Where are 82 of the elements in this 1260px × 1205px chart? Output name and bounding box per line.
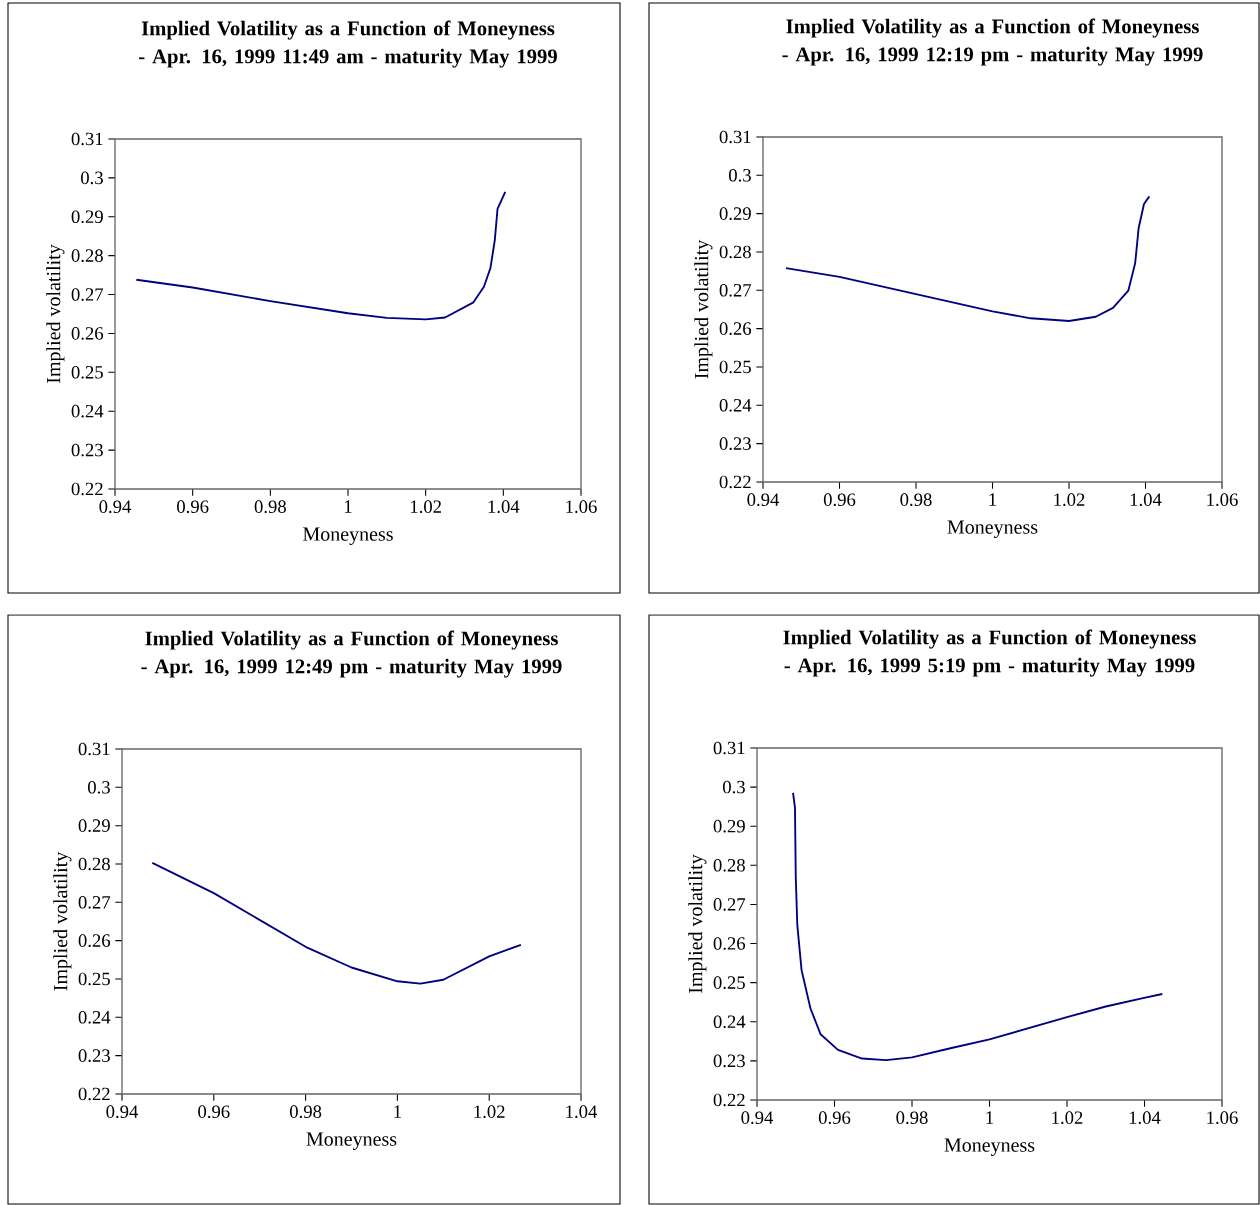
y-tick-label: 0.27 [78,895,111,909]
y-tick-label: 0.27 [71,288,104,301]
x-tick-label: 1.02 [474,1105,505,1119]
y-tick-label: 0.26 [719,322,752,335]
y-tick-label: 0.25 [71,365,103,379]
x-tick-label: 1.04 [566,1105,598,1119]
line-series [135,190,507,321]
x-tick-label: 1 [394,1105,401,1118]
x-tick-label: 0.94 [747,493,780,507]
y-tick-label: 0.24 [78,1010,111,1024]
y-tick-label: 0.22 [719,475,751,489]
x-axis-title: Moneyness [303,527,393,545]
x-axis-title: Moneyness [306,1132,397,1150]
y-tick-label: 0.26 [71,327,104,340]
y-tick-label: 0.24 [719,398,752,412]
y-tick-label: 0.24 [71,404,104,418]
y-tick-label: 0.28 [71,249,103,262]
x-tick-label: 0.98 [900,493,932,507]
y-axis-title: Implied volatility [53,851,72,991]
y-axis-title: Implied volatility [694,239,713,379]
y-tick-label: 0.3 [729,168,751,182]
y-tick-label: 0.23 [719,437,751,450]
chart-title: Implied Volatility as a Function of Moneyness - Apr. 16, 1999 11:49 am - maturity May 1999 [139,20,557,68]
y-tick-label: 0.31 [719,130,751,144]
x-tick-label: 1.06 [1207,1111,1238,1125]
y-tick-label: 0.29 [713,819,745,833]
y-tick-label: 0.31 [71,132,103,146]
y-tick-label: 0.24 [713,1015,746,1029]
x-tick-label: 1 [344,500,352,513]
line-series [151,861,522,985]
y-tick-label: 0.22 [71,482,103,496]
x-tick-label: 1.02 [1052,1111,1083,1125]
chart-title: Implied Volatility as a Function of Moneyness - Apr. 16, 1999 12:19 pm - maturity May 1999 [782,18,1203,66]
y-tick-label: 0.28 [713,858,745,872]
y-tick-label: 0.22 [78,1087,110,1101]
x-tick-label: 1.04 [1130,493,1162,507]
y-tick-label: 0.28 [719,245,751,259]
y-tick-label: 0.25 [719,360,751,374]
x-tick-label: 0.94 [741,1111,774,1125]
x-tick-label: 0.96 [198,1105,230,1119]
y-tick-label: 0.26 [713,937,746,950]
x-tick-label: 1 [986,1111,994,1124]
x-tick-label: 0.96 [177,500,209,514]
x-tick-label: 0.94 [106,1105,139,1119]
x-tick-label: 1.04 [1129,1111,1161,1125]
y-tick-label: 0.27 [713,898,746,911]
chart-title: Implied Volatility as a Function of Moneyness - Apr. 16, 1999 5:19 pm - maturity May 1999 [783,629,1196,677]
y-tick-label: 0.31 [78,742,110,756]
x-tick-label: 0.94 [99,500,132,514]
y-axis-title: Implied volatility [688,854,707,993]
y-tick-label: 0.3 [88,780,110,794]
y-tick-label: 0.25 [78,972,110,986]
y-tick-label: 0.26 [78,934,111,947]
y-tick-label: 0.27 [719,283,752,297]
x-tick-label: 1.04 [488,500,520,514]
x-tick-label: 1 [989,493,997,506]
x-tick-label: 1.06 [1207,493,1238,507]
x-axis-title: Moneyness [944,1138,1035,1156]
y-tick-label: 0.28 [78,857,110,871]
y-tick-label: 0.3 [723,780,745,794]
y-tick-label: 0.23 [71,443,103,457]
y-tick-label: 0.29 [78,819,110,833]
y-tick-label: 0.23 [713,1054,745,1068]
x-tick-label: 1.06 [566,500,597,514]
y-tick-label: 0.31 [713,741,745,755]
y-tick-label: 0.25 [713,976,745,989]
x-tick-label: 0.98 [254,500,286,514]
x-tick-label: 1.02 [1054,493,1085,507]
y-tick-label: 0.22 [713,1093,745,1107]
y-tick-label: 0.29 [719,207,751,220]
y-axis-title: Implied volatility [46,244,65,383]
x-tick-label: 0.98 [289,1105,322,1119]
x-tick-label: 0.98 [896,1111,928,1125]
x-axis-title: Moneyness [947,520,1038,538]
y-tick-label: 0.23 [78,1049,110,1062]
x-tick-label: 0.96 [823,493,856,507]
x-tick-label: 1.02 [410,500,441,514]
line-series [792,792,1164,1062]
y-tick-label: 0.3 [81,171,103,185]
y-tick-label: 0.29 [71,210,103,224]
chart-title: Implied Volatility as a Function of Moneyness - Apr. 16, 1999 12:49 pm - maturity May 1999 [141,630,562,678]
x-tick-label: 0.96 [818,1111,851,1125]
